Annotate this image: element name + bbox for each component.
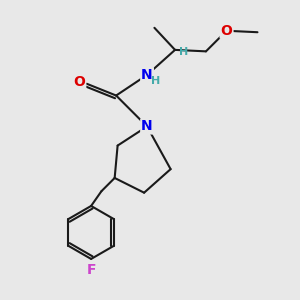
Text: O: O <box>74 75 85 89</box>
Text: F: F <box>86 263 96 277</box>
Text: O: O <box>220 24 232 38</box>
Text: N: N <box>141 68 153 82</box>
Text: H: H <box>151 76 160 86</box>
Text: H: H <box>179 47 188 57</box>
Text: N: N <box>141 119 153 134</box>
